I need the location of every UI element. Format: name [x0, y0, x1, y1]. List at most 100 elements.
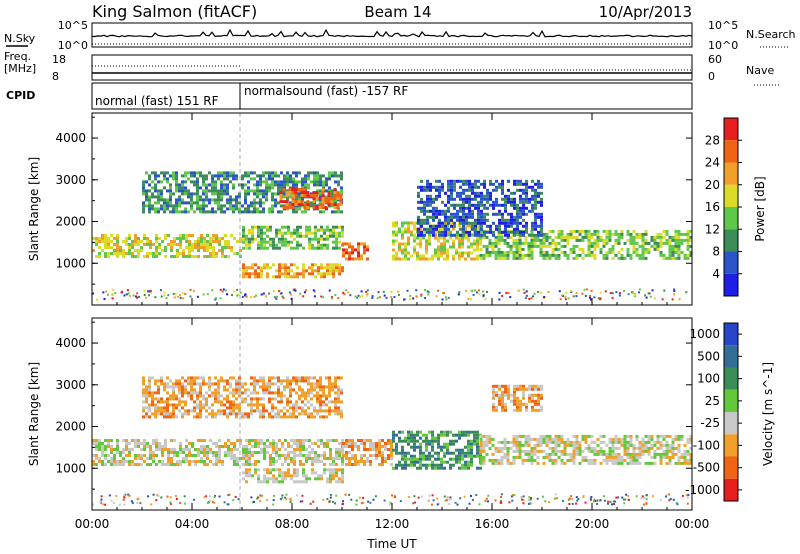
echo-cell — [196, 171, 199, 175]
echo-cell — [169, 502, 172, 505]
echo-cell — [453, 221, 456, 225]
echo-cell — [566, 452, 570, 456]
echo-cell — [226, 388, 229, 392]
echo-cell — [626, 247, 630, 251]
echo-cell — [540, 200, 543, 204]
echo-cell — [407, 239, 410, 243]
echo-cell — [229, 198, 232, 202]
echo-cell — [142, 210, 145, 214]
echo-cell — [369, 460, 372, 463]
echo-cell — [410, 460, 413, 464]
echo-cell — [501, 390, 504, 394]
echo-cell — [215, 460, 218, 463]
echo-cell — [516, 402, 519, 406]
echo-cell — [428, 451, 431, 455]
echo-cell — [122, 451, 125, 454]
echo-cell — [470, 463, 473, 467]
echo-cell — [125, 448, 128, 451]
echo-cell — [347, 291, 350, 294]
echo-cell — [474, 227, 477, 231]
echo-cell — [512, 440, 516, 444]
echo-cell — [662, 241, 666, 245]
echo-cell — [323, 451, 326, 454]
echo-cell — [295, 406, 298, 410]
echo-cell — [215, 240, 218, 243]
echo-cell — [248, 231, 251, 235]
echo-cell — [181, 391, 184, 395]
echo-cell — [280, 171, 283, 175]
echo-cell — [548, 437, 552, 441]
echo-cell — [422, 230, 425, 234]
echo-cell — [614, 437, 618, 441]
echo-cell — [522, 233, 525, 237]
echo-cell — [456, 179, 459, 183]
echo-region-5 — [242, 263, 344, 279]
echo-cell — [278, 275, 281, 279]
echo-cell — [220, 204, 223, 208]
echo-cell — [293, 442, 296, 445]
echo-cell — [486, 290, 488, 293]
echo-cell — [447, 209, 450, 213]
echo-cell — [317, 243, 320, 247]
echo-cell — [326, 480, 329, 484]
echo-cell — [226, 415, 229, 419]
echo-cell — [486, 188, 489, 192]
echo-cell — [569, 440, 573, 444]
echo-cell — [319, 180, 322, 184]
echo-cell — [134, 442, 137, 445]
echo-cell — [453, 212, 456, 216]
echo-cell — [190, 385, 193, 389]
echo-cell — [512, 253, 516, 257]
echo-cell — [605, 443, 609, 447]
echo-cell — [160, 195, 163, 199]
echo-cell — [288, 191, 292, 195]
echo-cell — [438, 209, 441, 213]
echo-cell — [685, 494, 688, 497]
echo-cell — [316, 183, 319, 187]
echo-cell — [157, 207, 160, 211]
echo-cell — [328, 376, 331, 380]
echo-cell — [516, 179, 519, 183]
echo-cell — [110, 463, 113, 466]
freq-label-2: [MHz] — [4, 62, 36, 75]
echo-cell — [461, 236, 464, 240]
echo-cell — [149, 451, 152, 454]
echo-cell — [172, 192, 175, 196]
echo-cell — [659, 452, 663, 456]
echo-cell — [557, 232, 561, 236]
echo-cell — [284, 240, 287, 244]
echo-cell — [200, 460, 203, 463]
echo-cell — [169, 496, 172, 499]
echo-cell — [335, 225, 338, 229]
echo-cell — [668, 458, 672, 462]
echo-cell — [635, 247, 639, 251]
echo-cell — [497, 235, 501, 239]
echo-cell — [163, 204, 166, 208]
echo-cell — [676, 503, 679, 506]
echo-cell — [179, 451, 182, 454]
echo-region-3 — [392, 221, 482, 261]
echo-cell — [288, 188, 292, 192]
echo-cell — [473, 257, 476, 261]
echo-cell — [102, 291, 105, 294]
echo-cell — [686, 229, 690, 233]
echo-cell — [467, 451, 470, 455]
echo-cell — [281, 243, 284, 247]
echo-cell — [269, 442, 272, 445]
echo-cell — [253, 201, 256, 205]
echo-cell — [215, 454, 218, 457]
echo-cell — [425, 257, 428, 261]
echo-region-2 — [392, 430, 482, 470]
echo-cell — [450, 218, 453, 222]
echo-cell — [301, 210, 304, 214]
echo-cell — [95, 442, 98, 445]
echo-cell — [629, 256, 633, 260]
echo-cell — [166, 385, 169, 389]
echo-cell — [338, 272, 341, 276]
echo-cell — [224, 255, 227, 258]
echo-cell — [641, 238, 645, 242]
echo-cell — [435, 188, 438, 192]
echo-cell — [519, 182, 522, 186]
echo-cell — [272, 240, 275, 244]
echo-cell — [116, 234, 119, 237]
